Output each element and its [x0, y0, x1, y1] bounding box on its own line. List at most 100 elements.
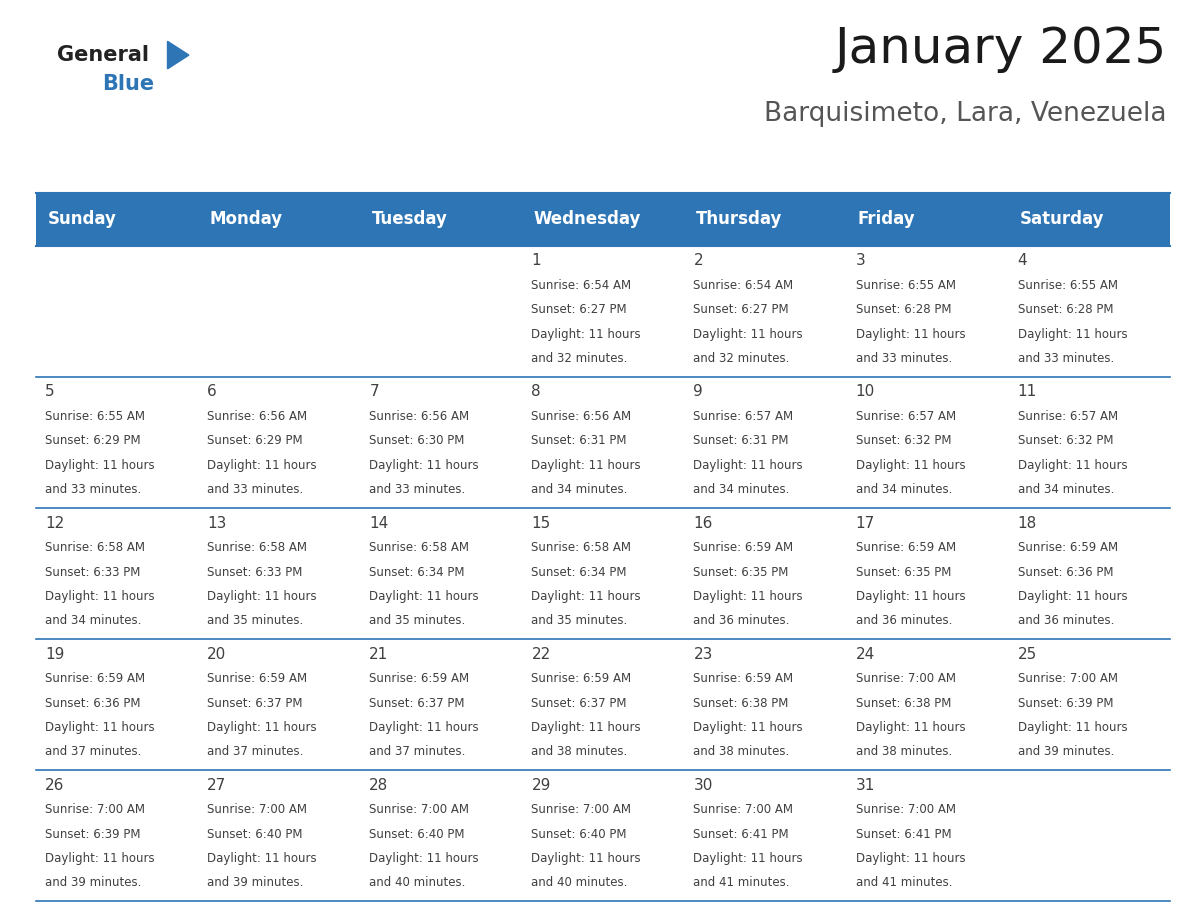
Text: Sunset: 6:41 PM: Sunset: 6:41 PM: [694, 828, 789, 841]
Text: Sunrise: 6:54 AM: Sunrise: 6:54 AM: [531, 279, 632, 292]
Text: 28: 28: [369, 778, 388, 793]
Text: 7: 7: [369, 385, 379, 399]
Text: and 32 minutes.: and 32 minutes.: [531, 352, 627, 364]
Text: 29: 29: [531, 778, 551, 793]
Text: and 34 minutes.: and 34 minutes.: [1018, 483, 1114, 496]
Text: Sunrise: 6:59 AM: Sunrise: 6:59 AM: [45, 672, 145, 686]
Bar: [684, 509, 846, 639]
Text: Sunrise: 6:59 AM: Sunrise: 6:59 AM: [694, 542, 794, 554]
Text: Sunset: 6:37 PM: Sunset: 6:37 PM: [369, 697, 465, 710]
Text: Blue: Blue: [102, 74, 154, 95]
Text: 11: 11: [1018, 385, 1037, 399]
Bar: [360, 246, 522, 377]
Text: Sunset: 6:37 PM: Sunset: 6:37 PM: [207, 697, 303, 710]
Text: 23: 23: [694, 646, 713, 662]
Text: Daylight: 11 hours: Daylight: 11 hours: [45, 589, 154, 603]
Bar: [684, 377, 846, 509]
Text: January 2025: January 2025: [834, 26, 1167, 73]
Text: Sunset: 6:40 PM: Sunset: 6:40 PM: [207, 828, 303, 841]
Text: Sunday: Sunday: [48, 210, 116, 229]
Bar: [684, 246, 846, 377]
Text: 25: 25: [1018, 646, 1037, 662]
Text: Daylight: 11 hours: Daylight: 11 hours: [694, 459, 803, 472]
Text: 5: 5: [45, 385, 55, 399]
Text: and 40 minutes.: and 40 minutes.: [369, 876, 466, 890]
Bar: [36, 639, 197, 770]
Text: Sunset: 6:40 PM: Sunset: 6:40 PM: [369, 828, 465, 841]
Text: Tuesday: Tuesday: [372, 210, 448, 229]
Text: 27: 27: [207, 778, 227, 793]
Text: Daylight: 11 hours: Daylight: 11 hours: [1018, 721, 1127, 733]
Text: Sunset: 6:40 PM: Sunset: 6:40 PM: [531, 828, 627, 841]
Text: Sunset: 6:29 PM: Sunset: 6:29 PM: [45, 434, 140, 447]
Text: Wednesday: Wednesday: [533, 210, 642, 229]
Text: Sunrise: 7:00 AM: Sunrise: 7:00 AM: [207, 803, 308, 816]
Text: Saturday: Saturday: [1020, 210, 1105, 229]
Text: Thursday: Thursday: [696, 210, 782, 229]
Text: Sunset: 6:39 PM: Sunset: 6:39 PM: [45, 828, 140, 841]
Bar: [36, 377, 197, 509]
Bar: [522, 509, 684, 639]
Text: Sunset: 6:38 PM: Sunset: 6:38 PM: [855, 697, 950, 710]
Text: Sunset: 6:34 PM: Sunset: 6:34 PM: [531, 565, 627, 578]
Text: Sunrise: 6:58 AM: Sunrise: 6:58 AM: [207, 542, 308, 554]
Text: Sunrise: 6:54 AM: Sunrise: 6:54 AM: [694, 279, 794, 292]
Text: Sunrise: 7:00 AM: Sunrise: 7:00 AM: [531, 803, 631, 816]
Text: Sunset: 6:29 PM: Sunset: 6:29 PM: [207, 434, 303, 447]
Bar: [360, 377, 522, 509]
Bar: [522, 377, 684, 509]
Text: Sunrise: 7:00 AM: Sunrise: 7:00 AM: [369, 803, 469, 816]
Text: 12: 12: [45, 516, 64, 531]
Text: Sunset: 6:35 PM: Sunset: 6:35 PM: [855, 565, 950, 578]
Bar: [36, 193, 1170, 246]
Text: 18: 18: [1018, 516, 1037, 531]
Text: Daylight: 11 hours: Daylight: 11 hours: [531, 328, 642, 341]
Text: Friday: Friday: [858, 210, 916, 229]
Bar: [684, 770, 846, 901]
Text: and 39 minutes.: and 39 minutes.: [45, 876, 141, 890]
Text: 10: 10: [855, 385, 874, 399]
Text: Daylight: 11 hours: Daylight: 11 hours: [855, 459, 965, 472]
Text: Daylight: 11 hours: Daylight: 11 hours: [855, 721, 965, 733]
Text: Daylight: 11 hours: Daylight: 11 hours: [369, 721, 479, 733]
Bar: [36, 246, 197, 377]
Text: Sunset: 6:30 PM: Sunset: 6:30 PM: [369, 434, 465, 447]
Text: Sunrise: 6:59 AM: Sunrise: 6:59 AM: [207, 672, 308, 686]
Text: Sunset: 6:31 PM: Sunset: 6:31 PM: [531, 434, 627, 447]
Bar: [1009, 639, 1170, 770]
Text: Daylight: 11 hours: Daylight: 11 hours: [207, 459, 317, 472]
Text: Daylight: 11 hours: Daylight: 11 hours: [694, 721, 803, 733]
Text: Sunset: 6:31 PM: Sunset: 6:31 PM: [694, 434, 789, 447]
Text: and 37 minutes.: and 37 minutes.: [369, 745, 466, 758]
Text: and 41 minutes.: and 41 minutes.: [855, 876, 952, 890]
Bar: [846, 377, 1009, 509]
Bar: [846, 509, 1009, 639]
Text: Sunset: 6:37 PM: Sunset: 6:37 PM: [531, 697, 627, 710]
Text: Sunset: 6:35 PM: Sunset: 6:35 PM: [694, 565, 789, 578]
Text: 26: 26: [45, 778, 64, 793]
Text: Sunrise: 6:55 AM: Sunrise: 6:55 AM: [45, 410, 145, 423]
Text: Sunrise: 6:57 AM: Sunrise: 6:57 AM: [855, 410, 955, 423]
Text: Sunrise: 6:57 AM: Sunrise: 6:57 AM: [1018, 410, 1118, 423]
Text: 21: 21: [369, 646, 388, 662]
Text: Sunrise: 6:55 AM: Sunrise: 6:55 AM: [855, 279, 955, 292]
Text: Daylight: 11 hours: Daylight: 11 hours: [531, 852, 642, 865]
Text: 9: 9: [694, 385, 703, 399]
Bar: [36, 770, 197, 901]
Text: Daylight: 11 hours: Daylight: 11 hours: [855, 328, 965, 341]
Text: Sunrise: 7:00 AM: Sunrise: 7:00 AM: [45, 803, 145, 816]
Text: Sunrise: 6:59 AM: Sunrise: 6:59 AM: [1018, 542, 1118, 554]
Text: Daylight: 11 hours: Daylight: 11 hours: [531, 459, 642, 472]
Text: 31: 31: [855, 778, 874, 793]
Text: and 33 minutes.: and 33 minutes.: [207, 483, 303, 496]
Text: and 35 minutes.: and 35 minutes.: [207, 614, 303, 627]
Text: Daylight: 11 hours: Daylight: 11 hours: [1018, 589, 1127, 603]
Text: Daylight: 11 hours: Daylight: 11 hours: [694, 852, 803, 865]
Bar: [684, 639, 846, 770]
Text: Sunset: 6:27 PM: Sunset: 6:27 PM: [694, 303, 789, 317]
Text: Sunset: 6:28 PM: Sunset: 6:28 PM: [855, 303, 952, 317]
Text: 2: 2: [694, 253, 703, 268]
Text: Sunset: 6:33 PM: Sunset: 6:33 PM: [45, 565, 140, 578]
Text: 30: 30: [694, 778, 713, 793]
Text: and 34 minutes.: and 34 minutes.: [694, 483, 790, 496]
